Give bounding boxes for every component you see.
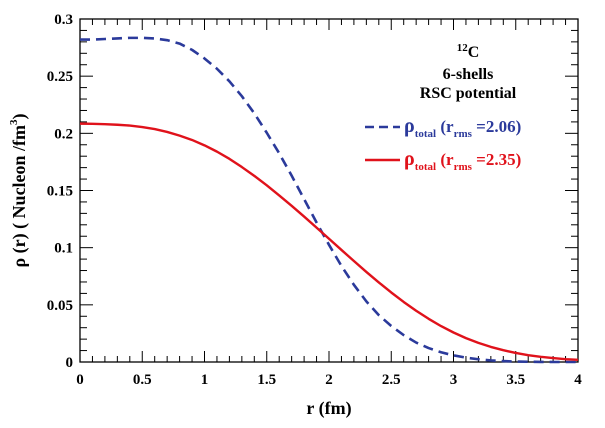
y-axis-title-main: ρ (r) ( Nucleon /fm xyxy=(9,125,30,268)
legend-rms-sub: rms xyxy=(454,128,473,140)
x-tick-label: 1 xyxy=(201,372,209,388)
x-axis-title: r (fm) xyxy=(306,398,351,419)
y-axis-title-sup: 3 xyxy=(8,119,20,125)
legend-rho-symbol: ρ xyxy=(404,148,415,170)
y-tick-label: 0.3 xyxy=(54,12,73,28)
x-tick-label: 2.5 xyxy=(382,372,401,388)
x-tick-label: 0.5 xyxy=(133,372,152,388)
annotation-shells: 6-shells xyxy=(443,66,494,83)
legend-entry-rms-2.06: ρtotal (rrms =2.06) xyxy=(404,115,521,140)
legend-open: (r xyxy=(436,117,454,136)
legend-open: (r xyxy=(436,150,454,169)
y-axis-title: ρ (r) ( Nucleon /fm3) xyxy=(8,113,30,267)
annotation-mass-number: 12 xyxy=(457,42,469,54)
legend-value: =2.35) xyxy=(472,150,521,169)
legend-value: =2.06) xyxy=(472,117,521,136)
legend: ρtotal (rrms =2.06) ρtotal (rrms =2.35) xyxy=(365,115,521,173)
legend-rho-symbol: ρ xyxy=(404,115,415,137)
x-tick-label: 3.5 xyxy=(506,372,525,388)
y-tick-label: 0.05 xyxy=(47,298,73,314)
series-line-blue-dashed xyxy=(80,36,578,364)
nucleus-annotation: 12C 6-shells RSC potential xyxy=(420,42,517,102)
x-tick-label: 2 xyxy=(325,372,333,388)
series-lines xyxy=(79,36,579,364)
y-tick-label: 0 xyxy=(66,355,74,371)
x-tick-label: 1.5 xyxy=(257,372,276,388)
plot-frame xyxy=(79,18,579,363)
y-tick-label: 0.25 xyxy=(47,69,73,85)
y-tick-label: 0.1 xyxy=(54,241,73,257)
x-tick-label: 4 xyxy=(574,372,582,388)
plot-area: 0 0.5 1 1.5 2 2.5 3 3.5 4 0 0.05 0.1 0.15 0.2 0.25 0.3 xyxy=(47,12,583,388)
axis-ticks: 0 0.5 1 1.5 2 2.5 3 3.5 4 0 0.05 0.1 0.15 0.2 0.25 0.3 xyxy=(47,12,583,388)
x-tick-label: 0 xyxy=(76,372,84,388)
x-tick-label: 3 xyxy=(450,372,458,388)
y-tick-label: 0.15 xyxy=(47,184,73,200)
series-line-red-solid xyxy=(79,122,579,362)
legend-total-sub: total xyxy=(415,161,436,173)
legend-rms-sub: rms xyxy=(454,161,473,173)
y-axis-title-end: ) xyxy=(9,113,30,119)
y-tick-label: 0.2 xyxy=(54,126,73,142)
legend-entry-rms-2.35: ρtotal (rrms =2.35) xyxy=(404,148,521,173)
annotation-potential: RSC potential xyxy=(420,85,517,102)
annotation-symbol: C xyxy=(468,44,480,61)
legend-total-sub: total xyxy=(415,128,436,140)
annotation-nucleus: 12C xyxy=(457,42,480,61)
